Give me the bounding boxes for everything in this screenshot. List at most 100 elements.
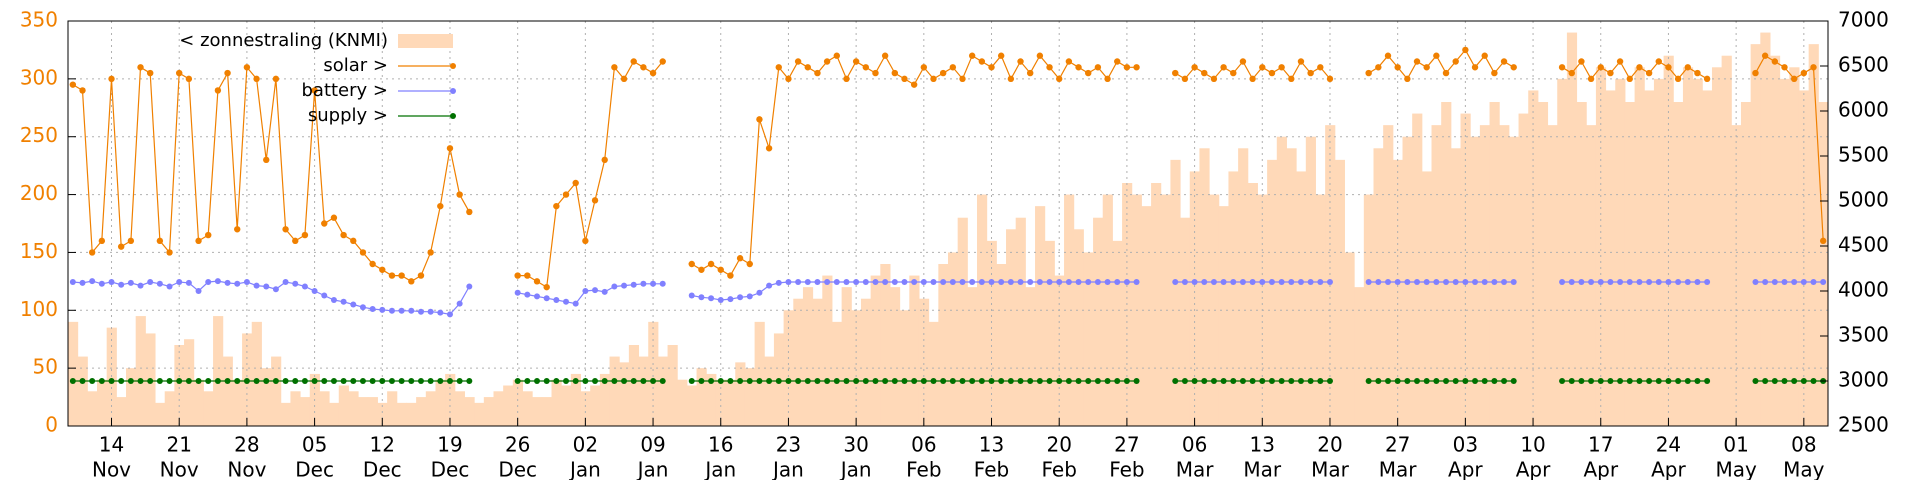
bar [68, 321, 79, 426]
bar [483, 397, 494, 426]
point [543, 378, 550, 384]
x-tick-day: 13 [979, 433, 1004, 457]
point [1810, 279, 1817, 285]
bar [1460, 113, 1471, 427]
point [301, 231, 309, 239]
point [1007, 378, 1014, 384]
point [185, 378, 192, 384]
point [591, 197, 599, 204]
point [1404, 279, 1411, 285]
point [321, 378, 328, 384]
bar [1634, 67, 1645, 427]
grid-layer [68, 20, 1828, 427]
point [1510, 64, 1517, 71]
bar [628, 345, 640, 426]
point [756, 116, 763, 123]
point [1404, 75, 1411, 83]
point [292, 237, 299, 245]
point [1085, 279, 1092, 285]
x-tick-day: 06 [1182, 433, 1207, 457]
point [1326, 378, 1333, 384]
point [195, 378, 202, 384]
point [1443, 378, 1450, 384]
point [350, 378, 357, 384]
point [272, 378, 279, 384]
point [1123, 64, 1131, 71]
point [553, 297, 560, 303]
point [766, 378, 773, 384]
point [727, 378, 734, 384]
point [1056, 279, 1063, 285]
bar [232, 379, 243, 426]
point [79, 279, 86, 286]
point [1597, 279, 1604, 285]
bar [1692, 78, 1703, 426]
point [1694, 69, 1701, 77]
point [176, 378, 183, 384]
point [795, 378, 802, 384]
y2-tick-label: 6500 [1838, 53, 1889, 77]
point [640, 64, 647, 71]
point [659, 280, 666, 287]
x-tick-month: Nov [92, 458, 131, 480]
point [1172, 279, 1179, 285]
point [833, 279, 840, 285]
point [1317, 279, 1324, 285]
point [920, 64, 928, 71]
point [1442, 69, 1450, 77]
point [640, 280, 647, 287]
point [1810, 378, 1817, 384]
point [1626, 75, 1633, 83]
point [263, 156, 270, 164]
bar [1141, 206, 1152, 426]
point [408, 378, 415, 384]
point [321, 292, 328, 299]
point [359, 304, 366, 311]
point [1239, 58, 1247, 65]
point [1278, 279, 1285, 285]
point [1752, 378, 1759, 384]
point [1181, 279, 1188, 285]
point [398, 378, 405, 384]
bar [1228, 171, 1239, 426]
point [843, 279, 850, 285]
point [988, 64, 995, 71]
point [1423, 279, 1430, 285]
x-tick-month: Jan [771, 458, 804, 480]
bar [909, 275, 920, 426]
point [1800, 279, 1807, 285]
bar [126, 368, 137, 426]
point [1559, 279, 1566, 285]
bar [725, 379, 736, 426]
bar [1450, 148, 1462, 427]
point [108, 279, 115, 285]
x-tick-day: 28 [234, 433, 259, 457]
point [108, 378, 115, 384]
point [1075, 64, 1082, 71]
point [379, 378, 386, 384]
point [369, 378, 376, 384]
point [843, 75, 850, 83]
bar [764, 356, 775, 426]
point [1704, 378, 1711, 384]
point [814, 279, 821, 285]
point [1472, 378, 1479, 384]
point [1259, 64, 1266, 71]
point [1781, 64, 1788, 71]
point [1800, 69, 1808, 77]
bar [1537, 102, 1549, 426]
point [1307, 69, 1314, 77]
x-tick-day: 16 [708, 433, 733, 457]
point [746, 378, 753, 384]
point [1094, 64, 1102, 71]
bar [696, 368, 707, 426]
point [1297, 378, 1304, 384]
bar [948, 252, 959, 426]
point [98, 378, 105, 384]
bar [860, 298, 872, 426]
point [824, 378, 831, 384]
point [330, 297, 337, 303]
point [978, 58, 986, 65]
point [427, 249, 434, 256]
legend-label: solar > [323, 55, 388, 76]
